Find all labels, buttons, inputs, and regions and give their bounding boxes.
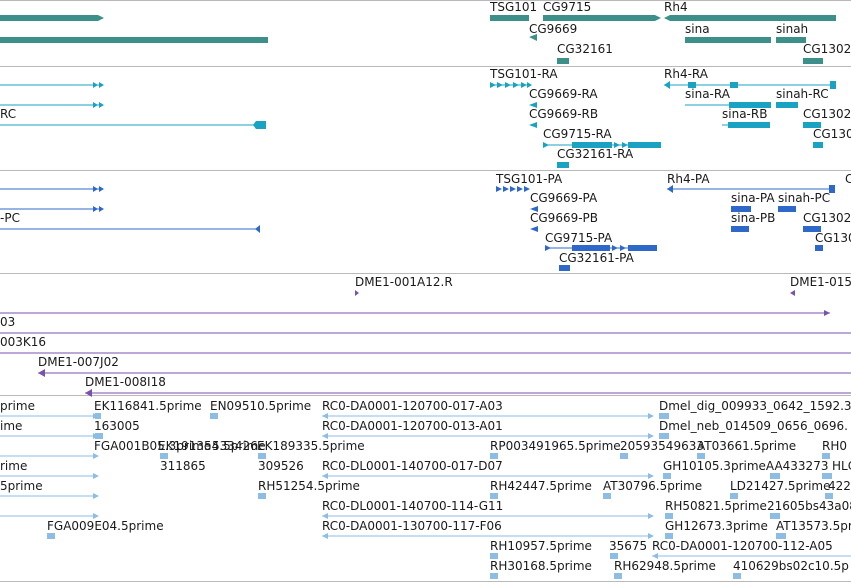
est-label[interactable]: RC0-DA0001-120700-017-A03 xyxy=(322,399,503,413)
gene-label-sinah[interactable]: sinah xyxy=(776,22,809,36)
protein-label[interactable]: -PC xyxy=(0,211,20,225)
est-label[interactable]: AT30796.5prime xyxy=(603,479,703,493)
gene-feature[interactable] xyxy=(0,15,104,21)
est-label[interactable]: EK189335.5prime xyxy=(257,439,365,453)
clone-label[interactable]: DME1-008I18 xyxy=(85,375,166,389)
est-label[interactable]: 5prime xyxy=(0,479,43,493)
gene-tsg101[interactable] xyxy=(490,15,529,21)
gene-label-cg9715[interactable]: CG9715 xyxy=(543,0,592,14)
est-label[interactable]: EN09510.5prime xyxy=(210,399,312,413)
est-label[interactable]: RH62948.5prime xyxy=(614,559,716,573)
protein-label[interactable]: CG130 xyxy=(815,231,851,245)
est-label[interactable]: RC0-DL0001-140700-114-G11 xyxy=(322,499,504,513)
gene-feature[interactable] xyxy=(0,37,268,43)
protein-label[interactable]: sina-PB xyxy=(731,211,776,225)
clone-label[interactable]: DME1-001A12.R xyxy=(355,275,453,289)
protein-label[interactable]: sinah-PC xyxy=(778,191,831,205)
est-label[interactable]: ime xyxy=(0,419,23,433)
est-label[interactable]: AT13573.5prime xyxy=(776,519,851,533)
gene-track xyxy=(0,15,836,64)
est-label[interactable]: 309526 xyxy=(258,459,304,473)
gene-sinah[interactable] xyxy=(776,37,806,43)
est-label[interactable]: Dmel_dig_009933_0642_1592.3 xyxy=(659,399,851,413)
clone-label[interactable]: 003K16 xyxy=(0,335,47,349)
est-track xyxy=(0,413,851,579)
gene-label-cg9669[interactable]: CG9669 xyxy=(529,22,578,36)
transcript-label[interactable]: CG32161-RA xyxy=(557,147,634,161)
est-label[interactable]: RH30168.5prime xyxy=(490,559,592,573)
est-label[interactable]: 35675 xyxy=(609,539,648,553)
protein-label[interactable]: CG1302 xyxy=(803,211,851,225)
est-label[interactable]: RP003491965.5prime xyxy=(490,439,621,453)
transcript-track xyxy=(0,81,836,168)
est-label[interactable]: RH50821.5prime21605bs43a08 xyxy=(665,499,851,513)
est-label[interactable]: HLC xyxy=(832,459,851,473)
transcript-label[interactable]: Rh4-RA xyxy=(664,67,708,81)
gene-rh4[interactable] xyxy=(664,15,836,21)
est-label[interactable]: 311865 xyxy=(160,459,206,473)
est-label[interactable]: GH10105.3primeAA433273 xyxy=(663,459,829,473)
protein-label[interactable]: CG9669-PA xyxy=(530,191,598,205)
transcript-label[interactable]: sinah-RC xyxy=(776,87,829,101)
est-label[interactable]: 533426 xyxy=(212,439,258,453)
transcript-label[interactable]: TSG101-RA xyxy=(490,67,558,81)
est-label[interactable]: FGA009E04.5prime xyxy=(47,519,164,533)
est-label[interactable]: RH51254.5prime xyxy=(258,479,360,493)
est-label[interactable]: prime xyxy=(0,399,35,413)
est-label[interactable]: RC0-DA0001-120700-112-A05 xyxy=(652,539,833,553)
transcript-label[interactable]: CG9669-RB xyxy=(529,107,599,121)
transcript-label[interactable]: sina-RB xyxy=(722,107,768,121)
est-label[interactable]: RC0-DL0001-140700-017-D07 xyxy=(322,459,503,473)
est-label[interactable]: GH12673.3prime xyxy=(665,519,768,533)
transcript-label[interactable]: CG9669-RA xyxy=(529,87,598,101)
transcript-label[interactable]: CG130 xyxy=(813,127,851,141)
gene-sina[interactable] xyxy=(685,37,771,43)
gene-label-sina[interactable]: sina xyxy=(685,22,710,36)
est-label[interactable]: Dmel_neb_014509_0656_0696. xyxy=(659,419,848,433)
gene-label-tsg101[interactable]: TSG101 xyxy=(490,0,538,14)
est-label[interactable]: RH0 xyxy=(822,439,847,453)
est-label[interactable]: rime xyxy=(0,459,28,473)
clone-label[interactable]: 03 xyxy=(0,315,16,329)
protein-track xyxy=(0,185,835,271)
gene-label-rh4[interactable]: Rh4 xyxy=(664,0,688,14)
est-label[interactable]: 410629bs02c10.5p xyxy=(733,559,849,573)
clone-label[interactable]: DME1-007J02 xyxy=(38,355,119,369)
protein-label[interactable]: CG9669-PB xyxy=(530,211,599,225)
est-label[interactable]: RH42447.5prime xyxy=(490,479,592,493)
est-label[interactable]: RC0-DA0001-120700-013-A01 xyxy=(322,419,503,433)
transcript-label[interactable]: CG1302 xyxy=(803,107,851,121)
gene-cg1302[interactable] xyxy=(803,58,823,64)
clone-label[interactable]: DME1-015 xyxy=(790,275,851,289)
transcript-label[interactable]: RC xyxy=(0,107,17,121)
protein-label[interactable]: CG9715-PA xyxy=(545,231,613,245)
est-label[interactable]: AT03661.5prime xyxy=(697,439,797,453)
est-label[interactable]: 20593549633 xyxy=(620,439,704,453)
est-label[interactable]: 163005 xyxy=(94,419,140,433)
protein-label[interactable]: CG32161-PA xyxy=(559,251,634,265)
protein-label[interactable]: Rh4-PA xyxy=(667,172,710,186)
est-label[interactable]: RC0-DA0001-130700-117-F06 xyxy=(322,519,502,533)
est-label[interactable]: LD21427.5prime xyxy=(730,479,831,493)
protein-label[interactable]: C xyxy=(845,172,851,186)
transcript-label[interactable]: CG9715-RA xyxy=(543,127,612,141)
est-label[interactable]: EK191354.5prime xyxy=(158,439,266,453)
est-label[interactable]: FGA001B05.3prime xyxy=(94,439,212,453)
est-label[interactable]: 422 xyxy=(828,479,851,493)
gene-cg9715[interactable] xyxy=(543,15,661,21)
gene-cg9669[interactable] xyxy=(529,34,537,41)
clone-track xyxy=(0,290,851,397)
gene-label-cg1302[interactable]: CG1302 xyxy=(803,42,851,56)
est-label[interactable]: RH10957.5prime xyxy=(490,539,592,553)
protein-label[interactable]: sina-PA xyxy=(731,191,775,205)
gene-cg32161[interactable] xyxy=(557,58,569,64)
gene-label-cg32161[interactable]: CG32161 xyxy=(557,42,613,56)
est-label[interactable]: EK116841.5prime xyxy=(94,399,202,413)
protein-label[interactable]: TSG101-PA xyxy=(496,172,563,186)
transcript-label[interactable]: sina-RA xyxy=(685,87,730,101)
